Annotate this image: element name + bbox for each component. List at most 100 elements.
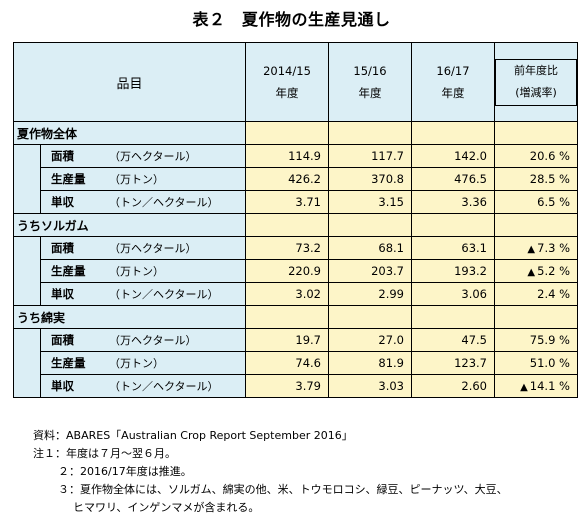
group-empty-cell xyxy=(328,213,412,237)
row-item: 単収 xyxy=(51,287,74,301)
value-cell: 193.2 xyxy=(411,259,495,283)
value-cell: 3.03 xyxy=(328,374,412,398)
yoy-value: 75.9 % xyxy=(529,333,570,347)
value-cell: 426.2 xyxy=(245,167,329,191)
value-cell: 68.1 xyxy=(328,236,412,260)
row-item: 面積 xyxy=(51,149,74,163)
row-indent xyxy=(13,259,41,283)
yoy-value: 6.5 % xyxy=(537,195,570,209)
group-empty-cell xyxy=(494,121,578,145)
value-cell: 3.36 xyxy=(411,190,495,214)
group-empty-cell xyxy=(494,305,578,329)
decrease-triangle-icon: ▲ xyxy=(520,382,528,393)
header-row: 品目 2014/15 年度 15/16 年度 16/17 年度 前年度比 (増減… xyxy=(13,42,578,122)
table-row: 生産量 （万トン） 220.9 203.7 193.2 ▲ 5.2 % xyxy=(13,259,578,283)
yoy-cell: 6.5 % xyxy=(494,190,578,214)
row-unit: （トン／ヘクタール） xyxy=(109,196,219,209)
yoy-cell: 75.9 % xyxy=(494,328,578,352)
note-3: ３：夏作物全体には、ソルガム、綿実の他、米、トウモロコシ、緑豆、ピーナッツ、大豆… xyxy=(58,483,508,496)
header-yoy-sub: (増減率) xyxy=(515,86,557,99)
row-item: 生産量 xyxy=(51,172,86,186)
yoy-value: 51.0 % xyxy=(529,356,570,370)
group-empty-cell xyxy=(494,213,578,237)
yoy-cell: ▲ 5.2 % xyxy=(494,259,578,283)
group-name: うちソルガム xyxy=(13,213,246,237)
yoy-value: 2.4 % xyxy=(537,287,570,301)
yoy-cell: 2.4 % xyxy=(494,282,578,306)
table-row: 単収 （トン／ヘクタール） 3.71 3.15 3.36 6.5 % xyxy=(13,190,578,214)
value-cell: 3.06 xyxy=(411,282,495,306)
row-unit: （万ヘクタール） xyxy=(109,150,197,163)
row-item: 面積 xyxy=(51,241,74,255)
header-year-suffix: 年度 xyxy=(358,86,382,100)
note-3-continued: ヒマワリ、インゲンマメが含まれる。 xyxy=(73,501,260,514)
value-cell: 47.5 xyxy=(411,328,495,352)
row-unit: （トン／ヘクタール） xyxy=(109,380,219,393)
yoy-value: 28.5 % xyxy=(529,172,570,186)
row-item: 単収 xyxy=(51,195,74,209)
row-indent xyxy=(13,167,41,191)
group-empty-cell xyxy=(411,213,495,237)
group-empty-cell xyxy=(328,121,412,145)
group-row: うち綿実 xyxy=(13,305,578,329)
value-cell: 476.5 xyxy=(411,167,495,191)
row-indent xyxy=(13,374,41,398)
group-empty-cell xyxy=(411,305,495,329)
note-2: ２：2016/17年度は推進。 xyxy=(58,465,192,478)
header-year-2014: 2014/15 年度 xyxy=(245,42,329,122)
group-empty-cell xyxy=(245,305,329,329)
row-label: 生産量 （万トン） xyxy=(40,259,246,283)
note-1: 注１：年度は７月～翌６月。 xyxy=(33,447,176,460)
row-indent xyxy=(13,236,41,260)
group-name: 夏作物全体 xyxy=(13,121,246,145)
yoy-value: 20.6 % xyxy=(529,149,570,163)
value-cell: 73.2 xyxy=(245,236,329,260)
header-yoy: 前年度比 (増減率) xyxy=(494,42,578,122)
row-unit: （万トン） xyxy=(109,357,164,370)
value-cell: 74.6 xyxy=(245,351,329,375)
row-label: 単収 （トン／ヘクタール） xyxy=(40,374,246,398)
header-year-suffix: 年度 xyxy=(275,86,299,100)
value-cell: 3.71 xyxy=(245,190,329,214)
row-label: 面積 （万ヘクタール） xyxy=(40,236,246,260)
group-row: 夏作物全体 xyxy=(13,121,578,145)
row-unit: （トン／ヘクタール） xyxy=(109,288,219,301)
table-row: 生産量 （万トン） 74.6 81.9 123.7 51.0 % xyxy=(13,351,578,375)
header-yoy-label: 前年度比 xyxy=(514,64,558,77)
value-cell: 2.60 xyxy=(411,374,495,398)
yoy-cell: ▲ 14.1 % xyxy=(494,374,578,398)
value-cell: 27.0 xyxy=(328,328,412,352)
yoy-value: 5.2 % xyxy=(537,264,570,278)
yoy-value: 7.3 % xyxy=(537,241,570,255)
group-empty-cell xyxy=(245,213,329,237)
decrease-triangle-icon: ▲ xyxy=(527,244,536,255)
row-label: 生産量 （万トン） xyxy=(40,167,246,191)
header-year-label: 16/17 xyxy=(436,64,470,78)
row-indent xyxy=(13,351,41,375)
header-year-label: 15/16 xyxy=(353,64,387,78)
table-row: 生産量 （万トン） 426.2 370.8 476.5 28.5 % xyxy=(13,167,578,191)
value-cell: 19.7 xyxy=(245,328,329,352)
row-item: 生産量 xyxy=(51,264,86,278)
yoy-cell: 28.5 % xyxy=(494,167,578,191)
decrease-triangle-icon: ▲ xyxy=(527,267,536,278)
value-cell: 63.1 xyxy=(411,236,495,260)
row-item: 面積 xyxy=(51,333,74,347)
value-cell: 117.7 xyxy=(328,144,412,168)
header-yoy-box: 前年度比 (増減率) xyxy=(495,58,577,106)
table-row: 面積 （万ヘクタール） 73.2 68.1 63.1 ▲ 7.3 % xyxy=(13,236,578,260)
header-item: 品目 xyxy=(13,42,246,122)
row-label: 面積 （万ヘクタール） xyxy=(40,144,246,168)
row-label: 面積 （万ヘクタール） xyxy=(40,328,246,352)
table-title: 表２ 夏作物の生産見通し xyxy=(192,10,391,29)
notes: 資料：ABARES「Australian Crop Report Septemb… xyxy=(33,427,508,517)
table-row: 単収 （トン／ヘクタール） 3.79 3.03 2.60 ▲ 14.1 % xyxy=(13,374,578,398)
header-year-suffix: 年度 xyxy=(441,86,465,100)
row-unit: （万トン） xyxy=(109,265,164,278)
yoy-cell: 20.6 % xyxy=(494,144,578,168)
value-cell: 81.9 xyxy=(328,351,412,375)
row-unit: （万トン） xyxy=(109,173,164,186)
group-name: うち綿実 xyxy=(13,305,246,329)
table-row: 単収 （トン／ヘクタール） 3.02 2.99 3.06 2.4 % xyxy=(13,282,578,306)
row-indent xyxy=(13,328,41,352)
